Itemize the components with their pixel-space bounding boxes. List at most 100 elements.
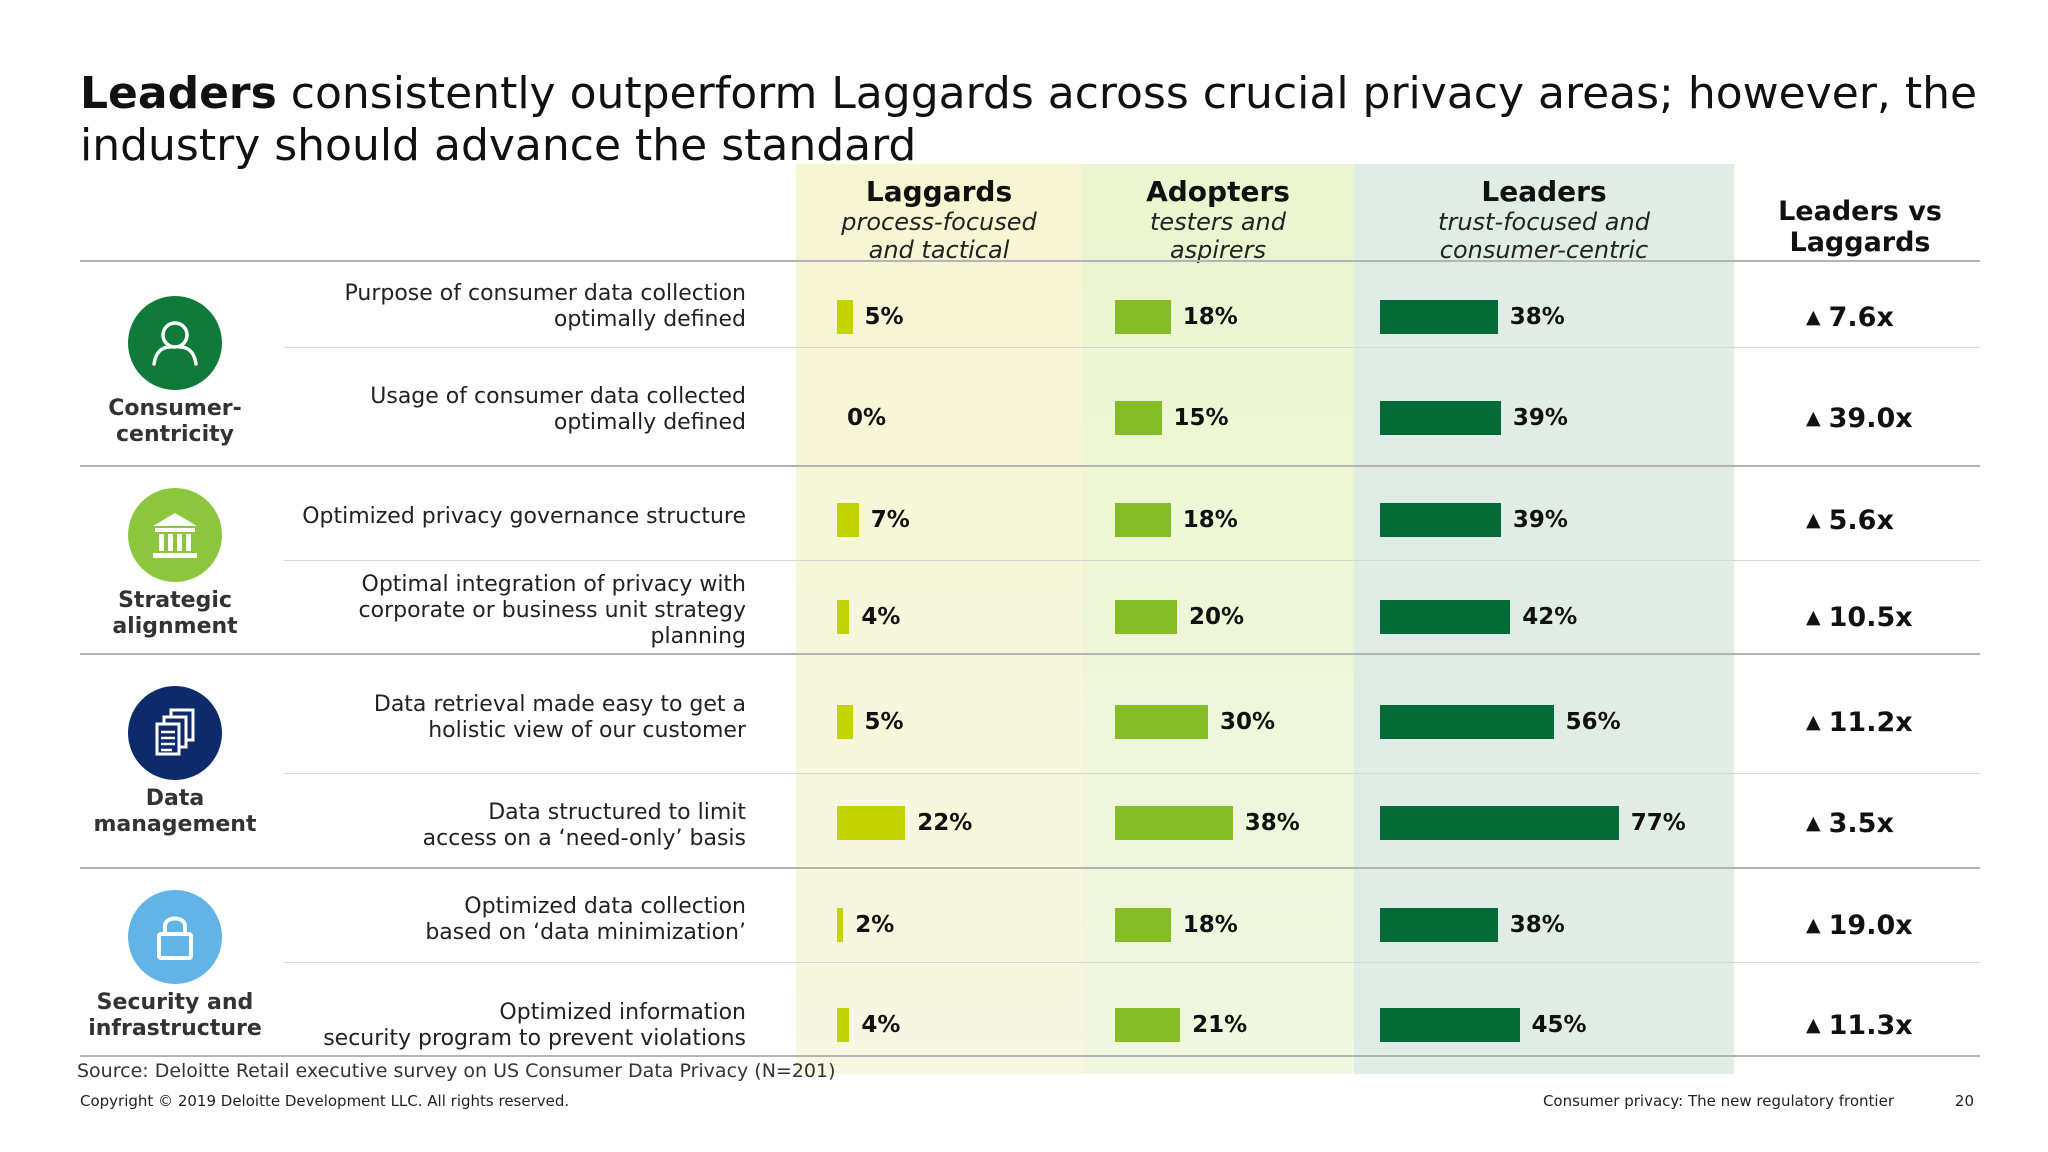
leaders-value-label: 56% [1565, 709, 1621, 735]
leaders-header-sub: trust-focused and consumer-centric [1438, 208, 1650, 264]
adopters-bar [1115, 503, 1171, 537]
leaders-bar [1380, 600, 1511, 634]
laggards-bar [837, 300, 853, 334]
row-label: Data structured to limit access on a ‘ne… [422, 800, 746, 851]
laggards-header-sub: process-focused and tactical [841, 208, 1037, 264]
up-triangle-icon: ▲ [1806, 606, 1821, 628]
row-divider [284, 560, 1980, 561]
laggards-value-label: 2% [855, 912, 895, 938]
laggards-value-label: 7% [870, 507, 910, 533]
leaders-bar [1380, 806, 1619, 840]
footer-title: Consumer privacy: The new regulatory fro… [1542, 1092, 1894, 1110]
adopters-bar [1115, 705, 1208, 739]
ratio-value: 3.5x [1828, 808, 1894, 839]
leaders-vs-laggards-header: Leaders vs Laggards [1778, 196, 1942, 258]
ratio-value: 11.2x [1828, 707, 1913, 738]
adopters-bar [1115, 806, 1233, 840]
adopters-header-name: Adopters [1146, 175, 1290, 208]
leaders-value-label: 77% [1630, 810, 1686, 836]
adopters-bar [1115, 1008, 1181, 1042]
group-consumer-centricity: Consumer- centricity [80, 296, 270, 448]
leaders-vs-laggards-ratio: ▲ 39.0x [1806, 402, 1913, 435]
person-icon [128, 296, 222, 390]
row-label: Optimized privacy governance structure [302, 504, 746, 529]
laggards-value-label: 5% [864, 709, 904, 735]
leaders-value-label: 45% [1531, 1012, 1587, 1038]
title-bold: Leaders [80, 68, 277, 119]
row-label: Optimized information security program t… [323, 1000, 746, 1051]
up-triangle-icon: ▲ [1806, 1014, 1821, 1036]
laggards-bar [837, 600, 850, 634]
group-label: Data management [93, 786, 257, 837]
adopters-value-label: 30% [1220, 709, 1276, 735]
leaders-vs-laggards-ratio: ▲ 11.3x [1806, 1009, 1913, 1042]
row-divider [284, 962, 1980, 963]
laggards-bar [837, 503, 859, 537]
adopters-value-label: 18% [1182, 304, 1238, 330]
laggards-value-label: 4% [861, 604, 901, 630]
page-number: 20 [1954, 1092, 1974, 1110]
group-divider [80, 465, 1980, 467]
copyright: Copyright © 2019 Deloitte Development LL… [80, 1092, 570, 1110]
leaders-bar [1380, 705, 1554, 739]
up-triangle-icon: ▲ [1806, 812, 1821, 834]
adopters-value-label: 15% [1173, 405, 1229, 431]
row-label: Optimized data collection based on ‘data… [425, 894, 746, 945]
ratio-value: 19.0x [1828, 910, 1913, 941]
group-security-infrastructure: Security and infrastructure [80, 890, 270, 1042]
adopters-value-label: 38% [1244, 810, 1300, 836]
header-divider [80, 260, 1980, 262]
leaders-bar [1380, 503, 1501, 537]
leaders-value-label: 39% [1512, 405, 1568, 431]
leaders-vs-laggards-ratio: ▲ 10.5x [1806, 601, 1913, 634]
title-rest: consistently outperform Laggards across … [80, 68, 1978, 171]
lock-icon [128, 890, 222, 984]
adopters-header-sub: testers and aspirers [1149, 208, 1286, 264]
row-label: Data retrieval made easy to get a holist… [373, 692, 746, 743]
documents-icon [128, 686, 222, 780]
building-icon [128, 488, 222, 582]
adopters-value-label: 18% [1182, 507, 1238, 533]
adopters-bar [1115, 300, 1171, 334]
adopters-value-label: 20% [1189, 604, 1245, 630]
leaders-value-label: 42% [1522, 604, 1578, 630]
ratio-value: 39.0x [1828, 403, 1913, 434]
leaders-bar [1380, 300, 1498, 334]
leaders-bar [1380, 908, 1498, 942]
ratio-value: 7.6x [1828, 302, 1894, 333]
up-triangle-icon: ▲ [1806, 407, 1821, 429]
leaders-vs-laggards-ratio: ▲ 19.0x [1806, 909, 1913, 942]
leaders-vs-laggards-ratio: ▲ 3.5x [1806, 807, 1894, 840]
leaders-header-name: Leaders [1481, 175, 1607, 208]
row-label: Optimal integration of privacy with corp… [358, 572, 746, 649]
row-divider [284, 773, 1980, 774]
page-title: Leaders consistently outperform Laggards… [80, 68, 1980, 172]
row-divider [284, 347, 1980, 348]
row-label: Usage of consumer data collected optimal… [370, 384, 746, 435]
group-divider [80, 653, 1980, 655]
adopters-bar [1115, 401, 1162, 435]
laggards-header: Laggards process-focused and tactical [796, 176, 1082, 265]
leaders-value-label: 39% [1512, 507, 1568, 533]
leaders-vs-laggards-ratio: ▲ 7.6x [1806, 301, 1894, 334]
group-label: Security and infrastructure [88, 990, 262, 1041]
laggards-value-label: 22% [917, 810, 973, 836]
up-triangle-icon: ▲ [1806, 306, 1821, 328]
source-note: Source: Deloitte Retail executive survey… [77, 1060, 836, 1082]
leaders-bar [1380, 401, 1501, 435]
adopters-value-label: 18% [1182, 912, 1238, 938]
leaders-bar [1380, 1008, 1520, 1042]
leaders-vs-laggards-ratio: ▲ 5.6x [1806, 504, 1894, 537]
up-triangle-icon: ▲ [1806, 509, 1821, 531]
up-triangle-icon: ▲ [1806, 914, 1821, 936]
ratio-value: 11.3x [1828, 1010, 1913, 1041]
table-bottom-divider [80, 1055, 1980, 1057]
leaders-vs-laggards-ratio: ▲ 11.2x [1806, 706, 1913, 739]
laggards-bar [837, 806, 906, 840]
leaders-value-label: 38% [1509, 304, 1565, 330]
ratio-value: 5.6x [1828, 505, 1894, 536]
up-triangle-icon: ▲ [1806, 711, 1821, 733]
laggards-bar [837, 705, 853, 739]
group-data-management: Data management [80, 686, 270, 838]
group-label: Consumer- centricity [108, 396, 242, 447]
